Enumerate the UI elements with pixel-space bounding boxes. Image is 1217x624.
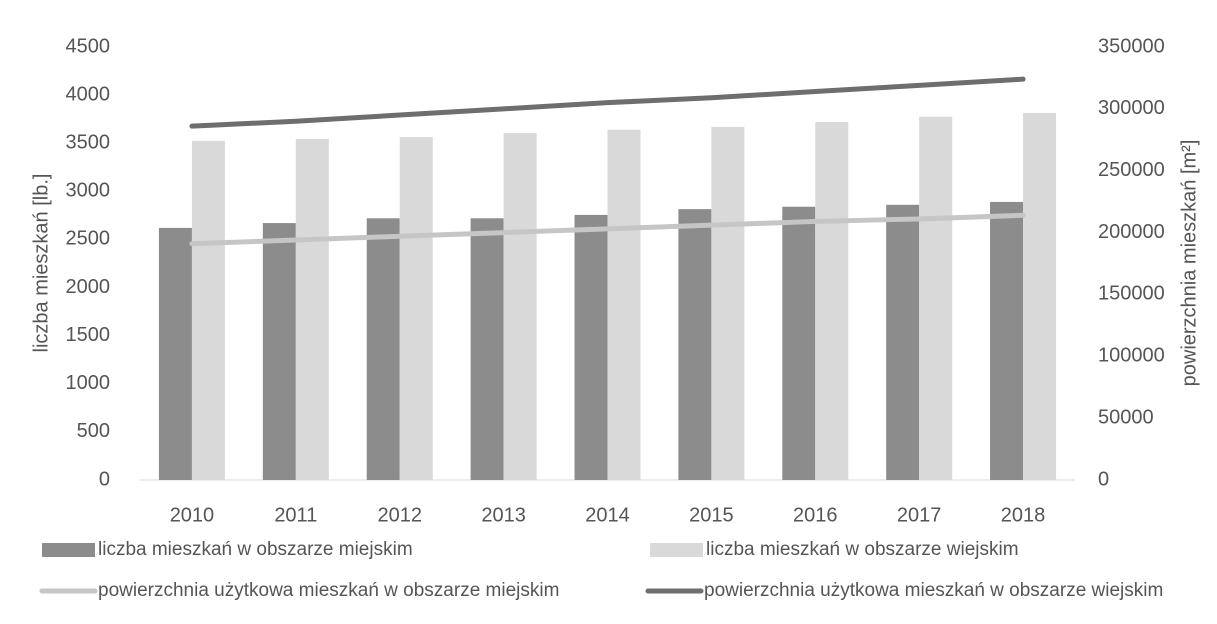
y2-tick-label: 50000 — [1098, 406, 1154, 428]
y-tick-label: 0 — [99, 468, 110, 490]
y2-tick-label: 200000 — [1098, 221, 1165, 243]
bar — [782, 206, 816, 480]
y2-tick-label: 300000 — [1098, 97, 1165, 119]
legend-swatch — [650, 543, 703, 557]
bar — [607, 129, 641, 481]
bar — [886, 204, 920, 480]
bar — [919, 116, 953, 480]
bar — [470, 218, 504, 480]
y2-tick-label: 100000 — [1098, 345, 1165, 367]
legend-swatch — [42, 543, 95, 557]
y-tick-label: 4500 — [66, 35, 111, 57]
y2-axis-title: powierzchnia mieszkań [m²] — [1178, 140, 1200, 387]
line — [189, 76, 1026, 129]
bar — [191, 140, 225, 481]
legend-label: powierzchnia użytkowa mieszkań w obszarz… — [704, 580, 1163, 601]
bar — [295, 138, 329, 481]
x-tick-label: 2013 — [481, 504, 526, 526]
y-tick-label: 4000 — [66, 83, 111, 105]
x-tick-label: 2010 — [170, 504, 215, 526]
y2-tick-label: 350000 — [1098, 35, 1165, 57]
y-tick-label: 3500 — [66, 132, 111, 154]
y-tick-label: 2000 — [66, 276, 111, 298]
legend-label: liczba mieszkań w obszarze wiejskim — [706, 539, 1019, 560]
bar — [711, 126, 745, 480]
bar — [503, 133, 537, 480]
x-tick-label: 2018 — [1001, 504, 1046, 526]
x-tick-label: 2016 — [793, 504, 838, 526]
bar — [366, 218, 400, 480]
bar — [399, 136, 433, 480]
y2-tick-label: 150000 — [1098, 283, 1165, 305]
bar — [815, 122, 849, 480]
y-tick-label: 1500 — [66, 324, 111, 346]
bar — [990, 201, 1024, 480]
bar — [574, 214, 608, 480]
bar — [1023, 112, 1057, 480]
legend-label: liczba mieszkań w obszarze miejskim — [98, 539, 413, 560]
legend-label: powierzchnia użytkowa mieszkań w obszarz… — [98, 580, 559, 601]
x-tick-label: 2015 — [689, 504, 734, 526]
bar — [158, 227, 192, 480]
x-tick-label: 2011 — [274, 504, 317, 526]
x-tick-label: 2014 — [585, 504, 630, 526]
line — [189, 212, 1026, 247]
y2-tick-label: 250000 — [1098, 159, 1165, 181]
bar — [678, 209, 712, 480]
x-tick-label: 2017 — [897, 504, 942, 526]
y-tick-label: 2500 — [66, 228, 111, 250]
y-tick-label: 1000 — [66, 372, 111, 394]
y2-tick-label: 0 — [1098, 468, 1109, 490]
x-tick-label: 2012 — [377, 504, 422, 526]
y-axis-title: liczba mieszkań [lb.] — [30, 174, 52, 353]
y-tick-label: 3000 — [66, 180, 111, 202]
y-tick-label: 500 — [77, 420, 110, 442]
bar — [262, 223, 296, 480]
